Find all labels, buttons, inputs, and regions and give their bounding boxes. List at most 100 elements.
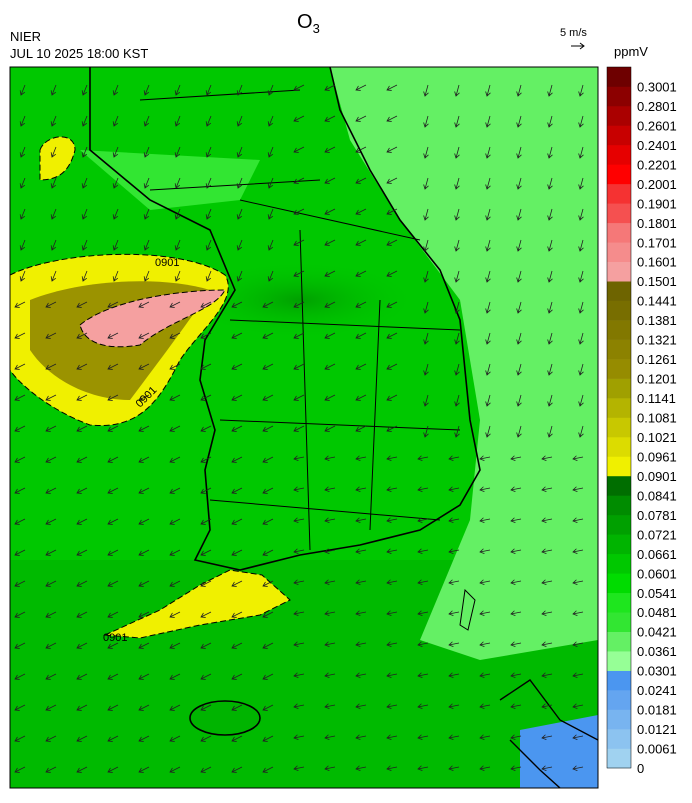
- east-zone: [330, 67, 598, 660]
- wind-arrow: [324, 208, 336, 215]
- wind-arrow: [143, 115, 150, 127]
- wind-arrow: [324, 672, 336, 679]
- colorbar-swatch: [607, 359, 631, 379]
- wind-arrow: [76, 363, 88, 370]
- wind-arrow: [293, 425, 305, 432]
- wind-arrow: [454, 84, 460, 97]
- wind-arrow: [169, 487, 181, 494]
- wind-arrow: [76, 518, 88, 525]
- wind-arrow: [572, 579, 584, 586]
- wind-arrow: [541, 486, 553, 493]
- wind-arrow: [14, 363, 26, 370]
- wind-arrow: [262, 394, 274, 401]
- wind-arrow: [479, 610, 491, 617]
- wind-arrow: [572, 610, 584, 617]
- wind-arrow: [293, 177, 305, 184]
- wind-arrow: [169, 642, 181, 649]
- wind-arrow: [169, 704, 181, 711]
- wind-arrow: [386, 115, 398, 122]
- colorbar-swatch: [607, 339, 631, 360]
- wind-arrow: [19, 239, 26, 251]
- wind-arrow: [479, 548, 491, 555]
- wind-arrow: [138, 704, 150, 711]
- wind-arrow: [578, 332, 584, 345]
- wind-arrow: [267, 270, 274, 282]
- wind-arrow: [14, 456, 26, 463]
- wind-arrow: [76, 704, 88, 711]
- wind-arrow: [293, 115, 305, 122]
- colorbar-label: 0.0421: [637, 625, 677, 640]
- wind-arrow: [355, 301, 367, 308]
- wind-arrow: [417, 641, 429, 648]
- coastline: [89, 67, 481, 571]
- colorbar-swatch: [607, 164, 631, 185]
- colorbar-label: 0.0181: [637, 703, 677, 718]
- wind-arrow: [112, 239, 119, 251]
- colorbar-label: 0.1441: [637, 294, 677, 309]
- colorbar-swatch: [607, 690, 631, 710]
- wind-arrow: [572, 703, 584, 710]
- wind-arrow: [262, 580, 274, 587]
- wind-arrow: [386, 548, 398, 555]
- wind-arrow: [14, 766, 26, 773]
- wind-arrow: [205, 270, 212, 282]
- wind-arrow: [324, 579, 336, 586]
- wind-arrow: [516, 177, 522, 190]
- wind-arrow: [355, 734, 367, 741]
- wind-arrow: [355, 455, 367, 462]
- wind-arrow: [200, 549, 212, 556]
- wind-arrow: [107, 611, 119, 618]
- colorbar-label: 0.2401: [637, 138, 677, 153]
- wind-arrow: [423, 177, 429, 190]
- wind-arrow: [107, 394, 119, 401]
- wind-arrow: [516, 208, 522, 221]
- wind-arrow: [205, 146, 212, 158]
- wind-arrow: [485, 146, 491, 159]
- wind-arrow: [355, 363, 367, 370]
- wind-arrow: [231, 301, 243, 308]
- title-subscript: 3: [313, 21, 320, 36]
- colorbar-swatch: [607, 222, 631, 243]
- wind-arrow: [143, 146, 150, 158]
- colorbar-label: 0.1261: [637, 352, 677, 367]
- wind-arrow: [541, 517, 553, 524]
- wind-arrow: [510, 579, 522, 586]
- wind-arrow: [76, 487, 88, 494]
- wind-arrow: [485, 177, 491, 190]
- wind-arrow: [324, 270, 336, 277]
- colorbar-swatch: [607, 612, 631, 632]
- wind-arrow: [572, 672, 584, 679]
- wind-arrow: [510, 672, 522, 679]
- wind-arrow: [200, 735, 212, 742]
- colorbar-unit: ppmV: [614, 44, 648, 59]
- colorbar-label: 0.1381: [637, 313, 677, 328]
- wind-arrow: [45, 673, 57, 680]
- wind-arrow: [107, 735, 119, 742]
- wind-arrow: [578, 270, 584, 283]
- wind-arrow: [386, 394, 398, 401]
- wind-arrow: [293, 84, 305, 91]
- wind-arrow: [355, 270, 367, 277]
- wind-arrow: [107, 642, 119, 649]
- wind-arrow: [417, 672, 429, 679]
- wind-arrow: [324, 734, 336, 741]
- wind-arrow: [231, 363, 243, 370]
- wind-arrow: [143, 177, 150, 189]
- tsushima: [459, 588, 476, 631]
- wind-arrow: [143, 270, 150, 282]
- wind-arrow: [510, 517, 522, 524]
- wind-arrow: [262, 487, 274, 494]
- wind-arrow: [448, 734, 460, 741]
- wind-arrow: [479, 672, 491, 679]
- wind-arrow: [112, 208, 119, 220]
- wind-arrow: [485, 208, 491, 221]
- wind-arrow: [45, 611, 57, 618]
- wind-arrow: [76, 425, 88, 432]
- wind-arrow: [417, 610, 429, 617]
- wind-arrow: [174, 146, 181, 158]
- wind-arrow: [76, 611, 88, 618]
- wind-arrow: [516, 425, 522, 438]
- wind-arrow: [50, 270, 57, 282]
- wind-arrow: [138, 673, 150, 680]
- colorbar-label: 0.0481: [637, 605, 677, 620]
